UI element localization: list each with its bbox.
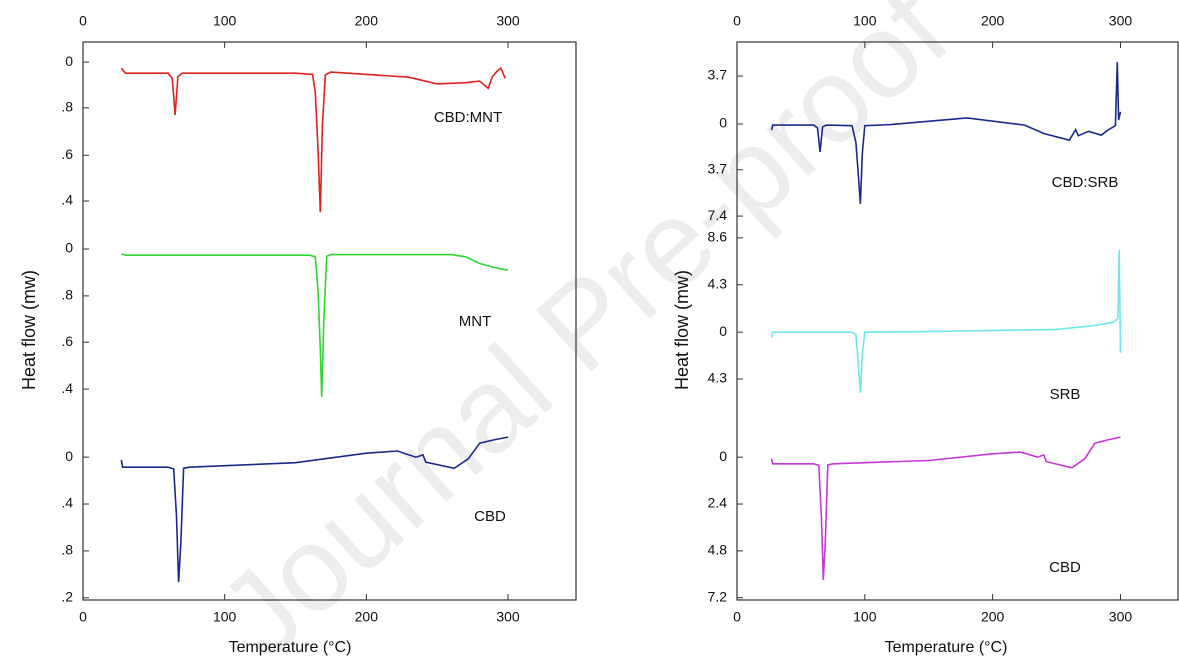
y-tick-label: 0 [719,323,727,339]
x-tick-label-top: 200 [981,13,1005,29]
y-tick-label: 4.8 [708,542,728,558]
x-tick-label: 200 [981,609,1005,625]
series-line [121,253,509,397]
x-tick-label-top: 0 [733,13,741,29]
x-tick-label: 300 [1109,609,1133,625]
series-line [120,436,509,583]
y-tick-label: 7.2 [708,588,728,604]
x-tick-label-top: 100 [853,13,877,29]
x-tick-label: 300 [496,609,520,625]
y-tick-label: 3.7 [708,160,728,176]
series-label: CBD:SRB [1052,174,1119,191]
y-tick-label: 0 [719,448,727,464]
y-tick-label: .8 [61,287,73,303]
x-tick-label: 0 [733,609,741,625]
y-tick-label: 7.4 [708,207,728,223]
y-tick-label: 2.4 [708,495,728,511]
y-tick-label: 0 [719,115,727,131]
series-label: CBD:MNT [434,109,502,126]
x-tick-label: 100 [213,609,237,625]
series-line [770,250,1122,394]
y-tick-label: .4 [61,380,73,396]
y-tick-label: 0 [65,53,73,69]
x-tick-label: 100 [853,609,877,625]
y-tick-label: .2 [61,588,73,604]
y-axis-label: Heat flow (mw) [19,270,39,390]
y-axis-label: Heat flow (mw) [672,270,692,390]
y-tick-label: .8 [61,99,73,115]
series-line [770,436,1121,580]
series-line [770,62,1122,204]
y-tick-label: 3.7 [708,67,728,83]
y-tick-label: .6 [61,146,73,162]
y-tick-label: .6 [61,333,73,349]
x-tick-label-top: 300 [1109,13,1133,29]
y-tick-label: 4.3 [708,275,728,291]
y-tick-label: 8.6 [708,229,728,245]
x-tick-label-top: 300 [496,13,520,29]
x-axis-label: Temperature (°C) [885,639,1008,656]
series-line [120,66,506,213]
y-tick-label: 4.3 [708,370,728,386]
x-tick-label: 0 [79,609,87,625]
x-tick-label-top: 100 [213,13,237,29]
y-tick-label: 0 [65,240,73,256]
series-label: CBD [474,508,506,525]
x-tick-label-top: 200 [355,13,379,29]
watermark: Journal Pre-proof [194,0,973,660]
y-tick-label: .4 [61,192,73,208]
plot-frame [82,41,577,601]
x-tick-label-top: 0 [79,13,87,29]
series-label: SRB [1050,386,1081,403]
y-tick-label: 0 [65,448,73,464]
y-tick-label: .4 [61,495,73,511]
series-label: CBD [1049,559,1081,576]
y-tick-label: .8 [61,542,73,558]
x-axis-label: Temperature (°C) [229,639,352,656]
x-tick-label: 200 [355,609,379,625]
series-label: MNT [459,313,492,330]
plot-frame [736,41,1179,601]
